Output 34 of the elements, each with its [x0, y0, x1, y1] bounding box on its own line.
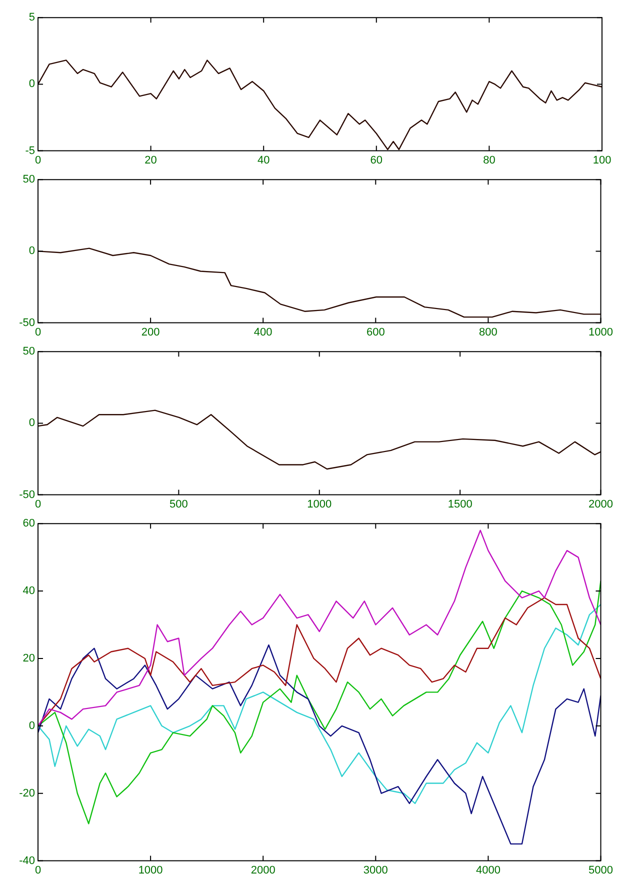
x-tick-label: 60: [370, 154, 383, 166]
x-tick-label: 2000: [588, 498, 614, 510]
y-tick-label: -20: [19, 787, 35, 800]
y-tick-label: 0: [28, 720, 35, 732]
x-tick-label: 4000: [476, 864, 500, 876]
x-tick-label: 200: [141, 326, 160, 338]
x-tick-label: 1000: [307, 498, 332, 510]
x-tick-label: 500: [170, 498, 188, 510]
x-tick-label: 5000: [588, 864, 614, 876]
x-tick-label: 3000: [363, 864, 388, 876]
x-tick-label: 2000: [250, 864, 276, 876]
y-tick-label: -40: [19, 854, 35, 867]
x-tick-label: 400: [254, 326, 272, 338]
y-tick-label: 60: [22, 518, 35, 530]
x-tick-label: 80: [483, 154, 496, 166]
y-tick-label: 20: [22, 652, 35, 665]
x-tick-label: 1000: [138, 864, 163, 876]
y-tick-label: 50: [22, 346, 35, 358]
y-tick-label: -5: [25, 144, 35, 157]
x-tick-label: 100: [592, 154, 612, 166]
y-tick-label: 0: [28, 245, 35, 258]
y-tick-label: 0: [28, 78, 35, 90]
y-tick-label: 50: [22, 174, 35, 186]
y-tick-label: 5: [28, 12, 35, 24]
x-tick-label: 1000: [588, 326, 614, 338]
x-tick-label: 1500: [448, 498, 472, 510]
y-tick-label: 40: [22, 585, 35, 598]
x-tick-label: 800: [479, 326, 498, 338]
x-tick-label: 600: [366, 326, 385, 338]
x-tick-label: 40: [257, 154, 270, 166]
y-tick-label: -50: [19, 488, 35, 501]
y-tick-label: -50: [19, 316, 35, 329]
y-tick-label: 0: [28, 417, 35, 430]
x-tick-label: 20: [144, 154, 157, 166]
